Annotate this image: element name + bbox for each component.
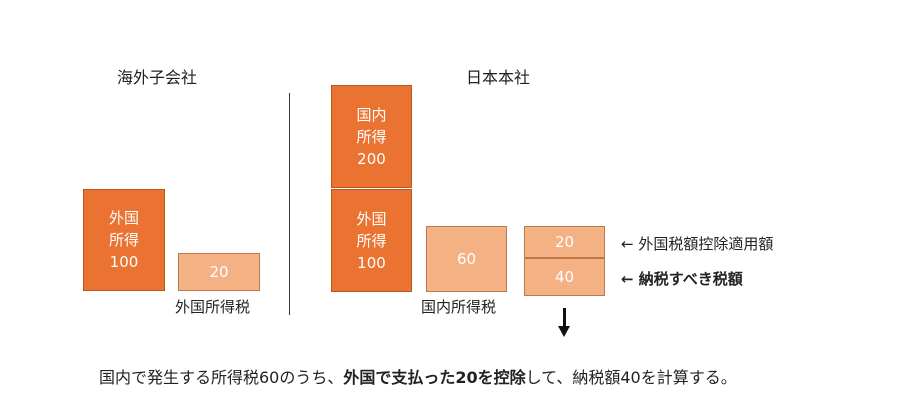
- summary-part2-bold: 外国で支払った20を控除: [343, 368, 526, 387]
- credit-note: ← 外国税額控除適用額: [621, 235, 774, 253]
- domestic-income-box: 国内 所得 200: [331, 85, 412, 188]
- subsidiary-foreign-tax-box: 20: [178, 253, 260, 291]
- summary-sentence: 国内で発生する所得税60のうち、外国で支払った20を控除して、納税額40を計算す…: [99, 364, 737, 388]
- foreign-tax-credit-box: 20: [524, 226, 605, 258]
- headquarters-heading: 日本本社: [466, 68, 531, 87]
- hq-foreign-income-box: 外国 所得 100: [331, 189, 412, 292]
- summary-part3: して、納税額40を計算する。: [525, 368, 737, 387]
- section-divider: [289, 93, 290, 315]
- domestic-tax-caption: 国内所得税: [421, 298, 497, 316]
- subsidiary-foreign-income-box: 外国 所得 100: [83, 189, 165, 291]
- domestic-tax-box: 60: [426, 226, 507, 292]
- payable-note: ← 納税すべき税額: [621, 270, 743, 288]
- summary-part1: 国内で発生する所得税60のうち、: [99, 368, 344, 387]
- down-arrow-head-icon: [558, 326, 570, 337]
- tax-payable-box: 40: [524, 258, 605, 296]
- foreign-tax-caption: 外国所得税: [175, 298, 251, 316]
- subsidiary-heading: 海外子会社: [117, 68, 198, 87]
- down-arrow-icon: [563, 308, 566, 328]
